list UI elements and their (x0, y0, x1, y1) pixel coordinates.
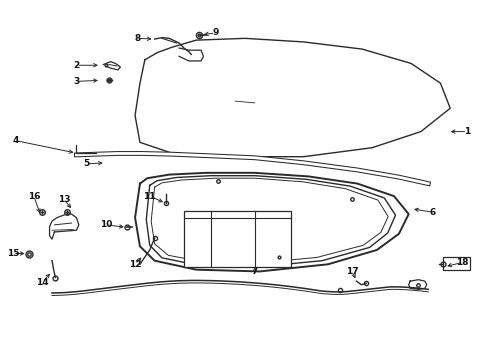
Text: 8: 8 (134, 34, 141, 43)
Text: 3: 3 (74, 77, 79, 86)
Text: 11: 11 (144, 192, 156, 201)
Text: 14: 14 (36, 278, 49, 287)
Text: 17: 17 (346, 267, 359, 276)
Text: 4: 4 (12, 136, 19, 145)
Text: 6: 6 (430, 208, 436, 217)
Text: 16: 16 (27, 192, 40, 201)
Text: 18: 18 (456, 258, 468, 267)
Text: 12: 12 (129, 260, 141, 269)
Text: 5: 5 (83, 159, 89, 168)
Text: 13: 13 (58, 195, 71, 204)
Bar (184, 211, 292, 267)
Text: 15: 15 (7, 249, 19, 258)
Text: 1: 1 (464, 127, 470, 136)
Text: 9: 9 (213, 28, 219, 37)
Text: 7: 7 (251, 267, 258, 276)
Text: 2: 2 (74, 61, 79, 70)
Text: 10: 10 (99, 220, 112, 229)
Bar (443, 257, 470, 270)
